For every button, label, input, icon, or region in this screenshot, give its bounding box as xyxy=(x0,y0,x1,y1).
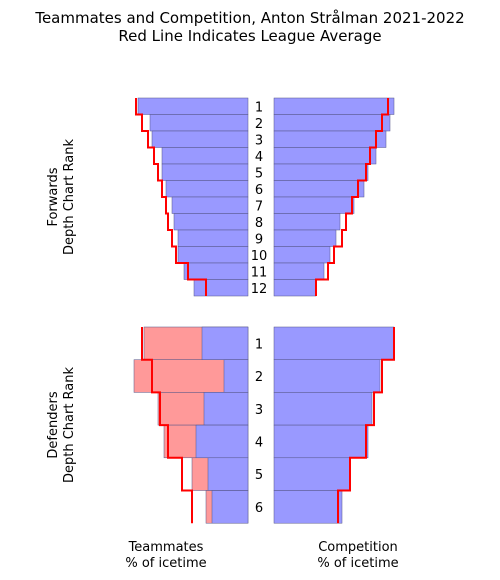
defenders-competition-league-average-line xyxy=(337,327,395,524)
forwards-competition-bar-3 xyxy=(273,130,387,148)
forwards-teammates-blue-bar-5 xyxy=(161,163,249,181)
forwards-ylabel-line-1: Forwards xyxy=(46,167,61,226)
forwards-teammates-blue-bar-7 xyxy=(171,196,249,214)
defenders-ylabel-line-2: Depth Chart Rank xyxy=(62,367,77,484)
forwards-teammates-blue-bar-12 xyxy=(193,279,249,297)
teammates-xlabel-line-1: Teammates xyxy=(128,540,204,555)
forwards-teammates-blue-bar-2 xyxy=(149,114,249,132)
defenders-rank-label-4: 4 xyxy=(255,435,263,450)
defenders-rank-label-2: 2 xyxy=(255,370,263,385)
forwards-competition-bar-2 xyxy=(273,114,391,132)
forwards-competition-bar-4 xyxy=(273,147,377,165)
forwards-rank-label-1: 1 xyxy=(255,100,263,115)
defenders-rank-label-5: 5 xyxy=(255,468,263,483)
forwards-rank-label-5: 5 xyxy=(255,166,263,181)
competition-xlabel-line-2: % of icetime xyxy=(317,556,398,571)
forwards-competition-bar-7 xyxy=(273,196,355,214)
forwards-teammates-blue-bar-9 xyxy=(177,229,249,247)
chart-title-line-1: Teammates and Competition, Anton Strålma… xyxy=(34,9,464,27)
forwards-teammates-blue-bar-4 xyxy=(161,147,249,165)
defenders-teammates-blue-bar-5 xyxy=(207,457,249,491)
defenders-teammates-blue-bar-2 xyxy=(223,359,249,393)
forwards-rank-label-12: 12 xyxy=(251,282,268,297)
forwards-teammates-blue-bar-10 xyxy=(177,246,249,264)
forwards-rank-label-7: 7 xyxy=(255,199,263,214)
forwards-rank-label-3: 3 xyxy=(255,133,263,148)
defenders-competition-bar-5 xyxy=(273,457,351,491)
forwards-teammates-blue-bar-1 xyxy=(137,97,249,115)
defenders-competition-bar-4 xyxy=(273,424,369,459)
forwards-teammates-blue-bar-6 xyxy=(165,180,249,198)
defenders-ylabel-line-1: Defenders xyxy=(46,391,61,458)
forwards-teammates-blue-bar-3 xyxy=(151,130,249,148)
teammates-xlabel-line-2: % of icetime xyxy=(125,556,206,571)
forwards-teammates-blue-bar-8 xyxy=(173,213,249,231)
forwards-competition-bar-5 xyxy=(273,163,369,181)
forwards-competition-league-average-line xyxy=(315,98,389,296)
defenders-teammates-blue-bar-1 xyxy=(201,326,249,360)
chart-title-line-2: Red Line Indicates League Average xyxy=(118,27,381,45)
defenders-rank-label-6: 6 xyxy=(255,501,263,516)
forwards-rank-label-11: 11 xyxy=(251,265,268,280)
forwards-competition-bar-8 xyxy=(273,213,341,231)
forwards-competition-bar-9 xyxy=(273,229,337,247)
defenders-competition-bar-2 xyxy=(273,359,381,393)
competition-xlabel-line-1: Competition xyxy=(318,540,398,555)
forwards-competition-bar-10 xyxy=(273,246,331,264)
forwards-competition-bar-11 xyxy=(273,262,325,280)
defenders-rank-label-1: 1 xyxy=(255,337,263,352)
defenders-teammates-blue-bar-6 xyxy=(211,490,249,524)
forwards-competition-bar-6 xyxy=(273,180,365,198)
forwards-rank-label-9: 9 xyxy=(255,232,263,247)
forwards-teammates-blue-bar-11 xyxy=(183,262,249,280)
forwards-rank-label-4: 4 xyxy=(255,150,263,165)
forwards-rank-label-10: 10 xyxy=(251,249,268,264)
defenders-teammates-league-average-line xyxy=(141,327,193,524)
forwards-teammates-league-average-line xyxy=(135,98,207,296)
defenders-teammates-blue-bar-3 xyxy=(203,392,249,426)
forwards-rank-label-2: 2 xyxy=(255,117,263,132)
defenders-rank-label-3: 3 xyxy=(255,403,263,418)
defenders-competition-bar-1 xyxy=(273,326,395,360)
defenders-competition-bar-3 xyxy=(273,392,373,426)
defenders-teammates-blue-bar-4 xyxy=(195,424,249,459)
defenders-competition-bar-6 xyxy=(273,490,343,524)
forwards-rank-label-8: 8 xyxy=(255,216,263,231)
forwards-rank-label-6: 6 xyxy=(255,183,263,198)
forwards-competition-bar-12 xyxy=(273,279,317,297)
forwards-ylabel-line-2: Depth Chart Rank xyxy=(62,139,77,256)
forwards-competition-bar-1 xyxy=(273,97,395,115)
